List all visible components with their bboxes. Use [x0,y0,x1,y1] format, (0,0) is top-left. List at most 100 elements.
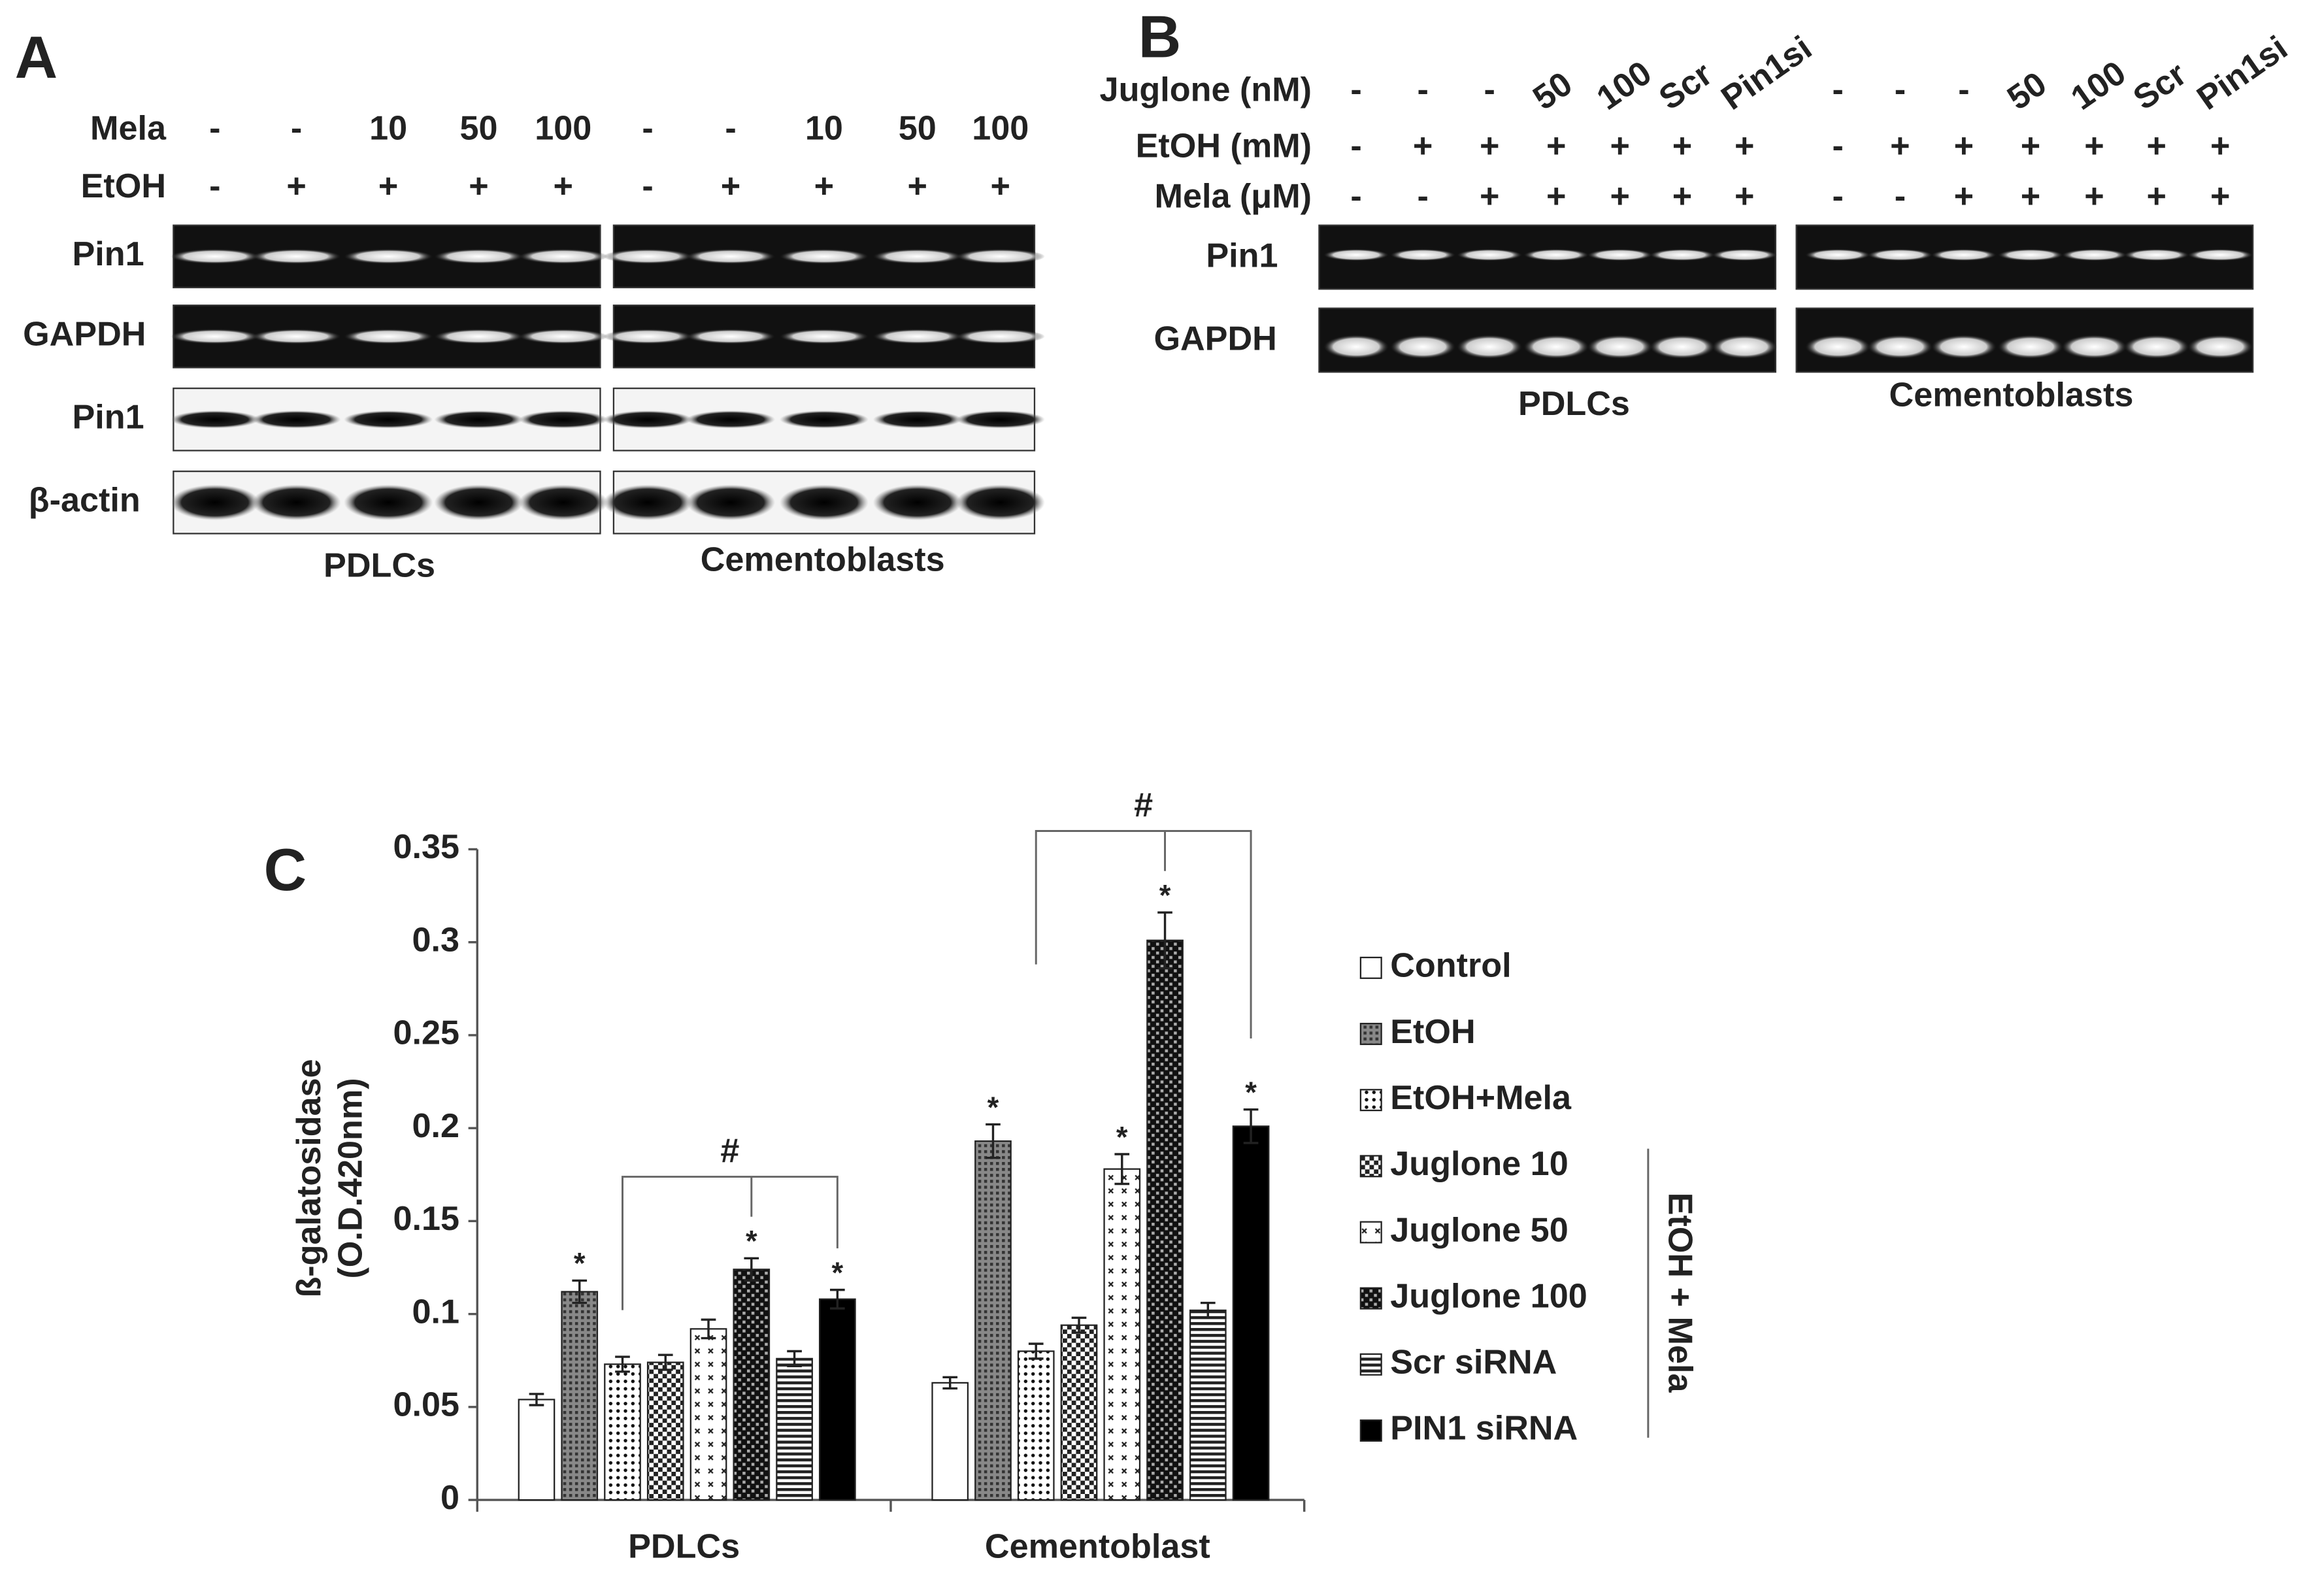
y-tick-label: 0.35 [393,828,460,866]
lane-label: 100 [535,109,591,147]
y-axis-label: (O.D.420nm) [332,1078,370,1278]
bracket [622,1176,838,1310]
error-bar [615,1355,630,1373]
band [686,329,776,344]
band [1867,249,1933,261]
lane-label: + [2210,178,2230,216]
significance-star: * [1116,1120,1128,1154]
band [872,484,962,521]
bar [1103,1168,1141,1501]
lane-label: Scr [2127,55,2193,118]
group-label: Cementoblasts [1889,376,2134,414]
band [1390,249,1456,261]
band [1805,335,1871,359]
error-bar [1114,1153,1130,1186]
bar [733,1269,771,1501]
lane-label: - [209,167,220,205]
band [434,329,523,344]
error-bar [787,1350,802,1367]
lane-label: + [1480,178,1499,216]
y-tick-label: 0.1 [412,1293,460,1331]
lane-label: Scr [1652,55,1719,118]
bar [1060,1324,1098,1501]
lane-label: 10 [369,109,407,147]
legend-swatch [1359,1287,1382,1310]
lane-label: - [725,109,736,147]
band [1931,249,1997,261]
error-bar [701,1318,716,1340]
lane-label: - [209,109,220,147]
lane-label: 50 [1527,65,1580,118]
band [518,484,608,521]
row-label: Juglone (nM) [1100,71,1312,108]
legend-label: Juglone 50 [1390,1211,1568,1249]
band [1867,335,1933,359]
band [872,410,962,429]
bar [974,1140,1012,1501]
band [603,249,693,264]
legend-swatch [1359,1089,1382,1112]
band [1457,335,1523,359]
lane-label: - [1832,71,1843,108]
lane-label: + [469,167,488,205]
lane-label: 50 [899,109,937,147]
bar [1189,1309,1227,1501]
lane-label: + [2084,127,2104,165]
band [603,410,693,429]
band [1712,249,1778,261]
lane-label: + [2146,178,2166,216]
band [955,410,1045,429]
lane-label: + [1480,127,1499,165]
band [779,410,869,429]
significance-star: * [1245,1076,1257,1109]
lane-label: + [1610,127,1630,165]
lane-label: + [721,167,740,205]
band [686,410,776,429]
lane-label: - [1832,178,1843,216]
band [1998,335,2063,359]
band [1805,249,1871,261]
lane-label: + [1890,127,1910,165]
bracket [1035,829,1252,1038]
band [252,410,341,429]
lane-label: + [991,167,1010,205]
bar [776,1357,813,1501]
y-tick-label: 0.25 [393,1014,460,1052]
lane-label: + [2084,178,2104,216]
lane-label: + [2146,127,2166,165]
band [344,410,433,429]
x-tick-label: Cementoblast [985,1528,1210,1566]
error-bar [572,1279,588,1304]
band [344,329,433,344]
lane-label: - [291,109,302,147]
band [1323,335,1389,359]
band [252,329,341,344]
blot-label: Pin1 [72,235,144,273]
lane-label: - [1417,71,1428,108]
y-tick-label: 0.3 [412,921,460,959]
lane-label: + [1546,178,1566,216]
band [872,249,962,264]
band [686,484,776,521]
bar [604,1363,641,1501]
bar [1232,1125,1270,1501]
band [603,484,693,521]
band [170,329,259,344]
lane-label: - [642,167,653,205]
lane-label: - [1350,178,1361,216]
lane-label: Pin1si [1715,29,1819,118]
band [1650,249,1715,261]
row-label: Mela (μM) [1155,178,1312,216]
band [1457,249,1523,261]
lane-label: - [1895,71,1906,108]
blot-label: β-actin [29,482,141,520]
lane-label: - [642,109,653,147]
lane-label: 10 [805,109,843,147]
legend-swatch [1359,1419,1382,1442]
legend-swatch [1359,1221,1382,1244]
lane-label: 50 [460,109,498,147]
band [170,249,259,264]
band [1998,249,2063,261]
legend-swatch [1359,1023,1382,1046]
